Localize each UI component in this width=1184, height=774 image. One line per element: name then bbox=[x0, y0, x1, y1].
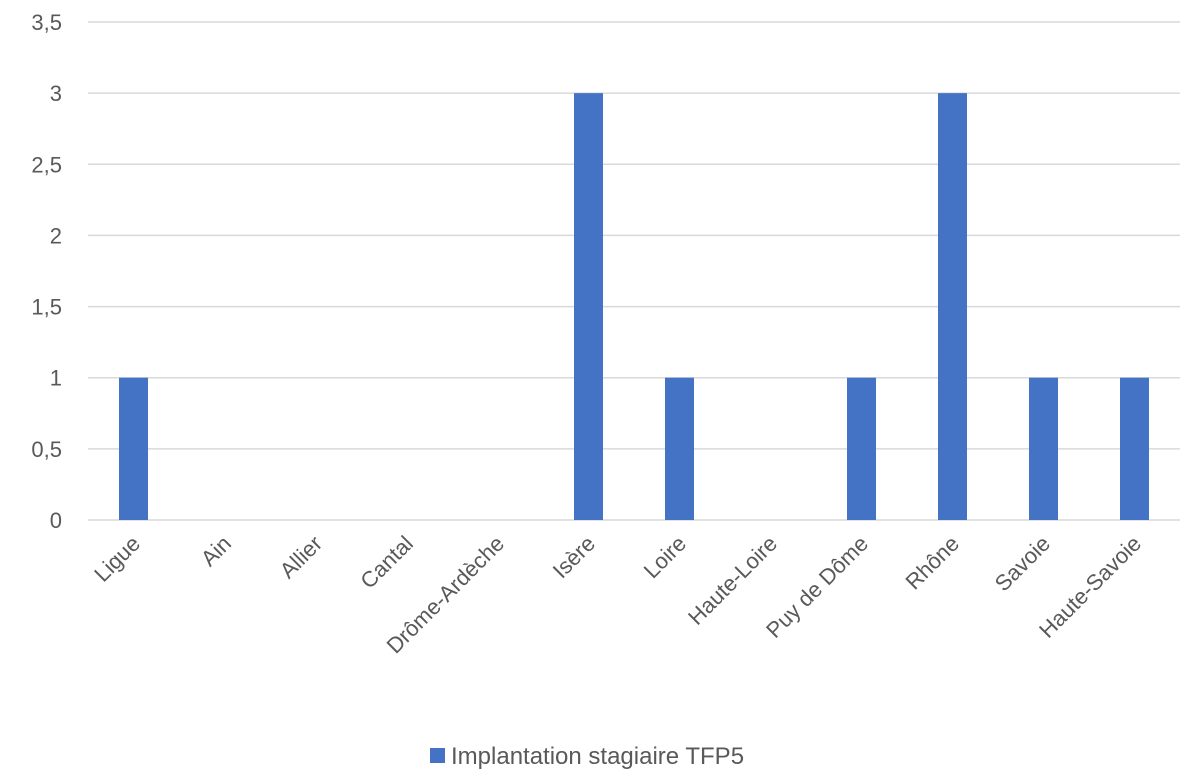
bar bbox=[665, 377, 694, 520]
x-tick-label: Allier bbox=[275, 531, 327, 583]
bar bbox=[119, 377, 148, 520]
bar bbox=[1029, 377, 1058, 520]
y-tick-label: 3,5 bbox=[31, 10, 62, 35]
bar bbox=[847, 377, 876, 520]
y-tick-label: 1,5 bbox=[31, 295, 62, 320]
x-tick-label: Savoie bbox=[990, 531, 1055, 596]
legend-swatch bbox=[430, 748, 445, 763]
y-tick-label: 2,5 bbox=[31, 152, 62, 177]
legend-label: Implantation stagiaire TFP5 bbox=[451, 743, 744, 770]
gridlines bbox=[88, 21, 1180, 521]
bar bbox=[1120, 377, 1149, 520]
bar bbox=[574, 93, 603, 521]
y-tick-label: 1 bbox=[50, 366, 62, 391]
x-tick-label: Cantal bbox=[355, 531, 418, 594]
y-tick-label: 0 bbox=[50, 508, 62, 533]
y-tick-label: 0,5 bbox=[31, 437, 62, 462]
x-tick-label: Haute-Loire bbox=[683, 531, 782, 630]
bar bbox=[938, 93, 967, 521]
y-tick-label: 2 bbox=[50, 223, 62, 248]
y-axis-tick-labels: 0 0,5 1 1,5 2 2,5 3 3,5 bbox=[31, 10, 62, 533]
x-tick-label: Ain bbox=[196, 531, 236, 571]
x-tick-label: Rhône bbox=[901, 531, 965, 595]
x-tick-label: Loire bbox=[639, 531, 691, 583]
y-tick-label: 3 bbox=[50, 81, 62, 106]
x-tick-label: Ligue bbox=[89, 531, 145, 587]
legend: Implantation stagiaire TFP5 bbox=[430, 743, 744, 770]
x-tick-label: Isère bbox=[548, 531, 600, 583]
bars bbox=[119, 93, 1149, 521]
